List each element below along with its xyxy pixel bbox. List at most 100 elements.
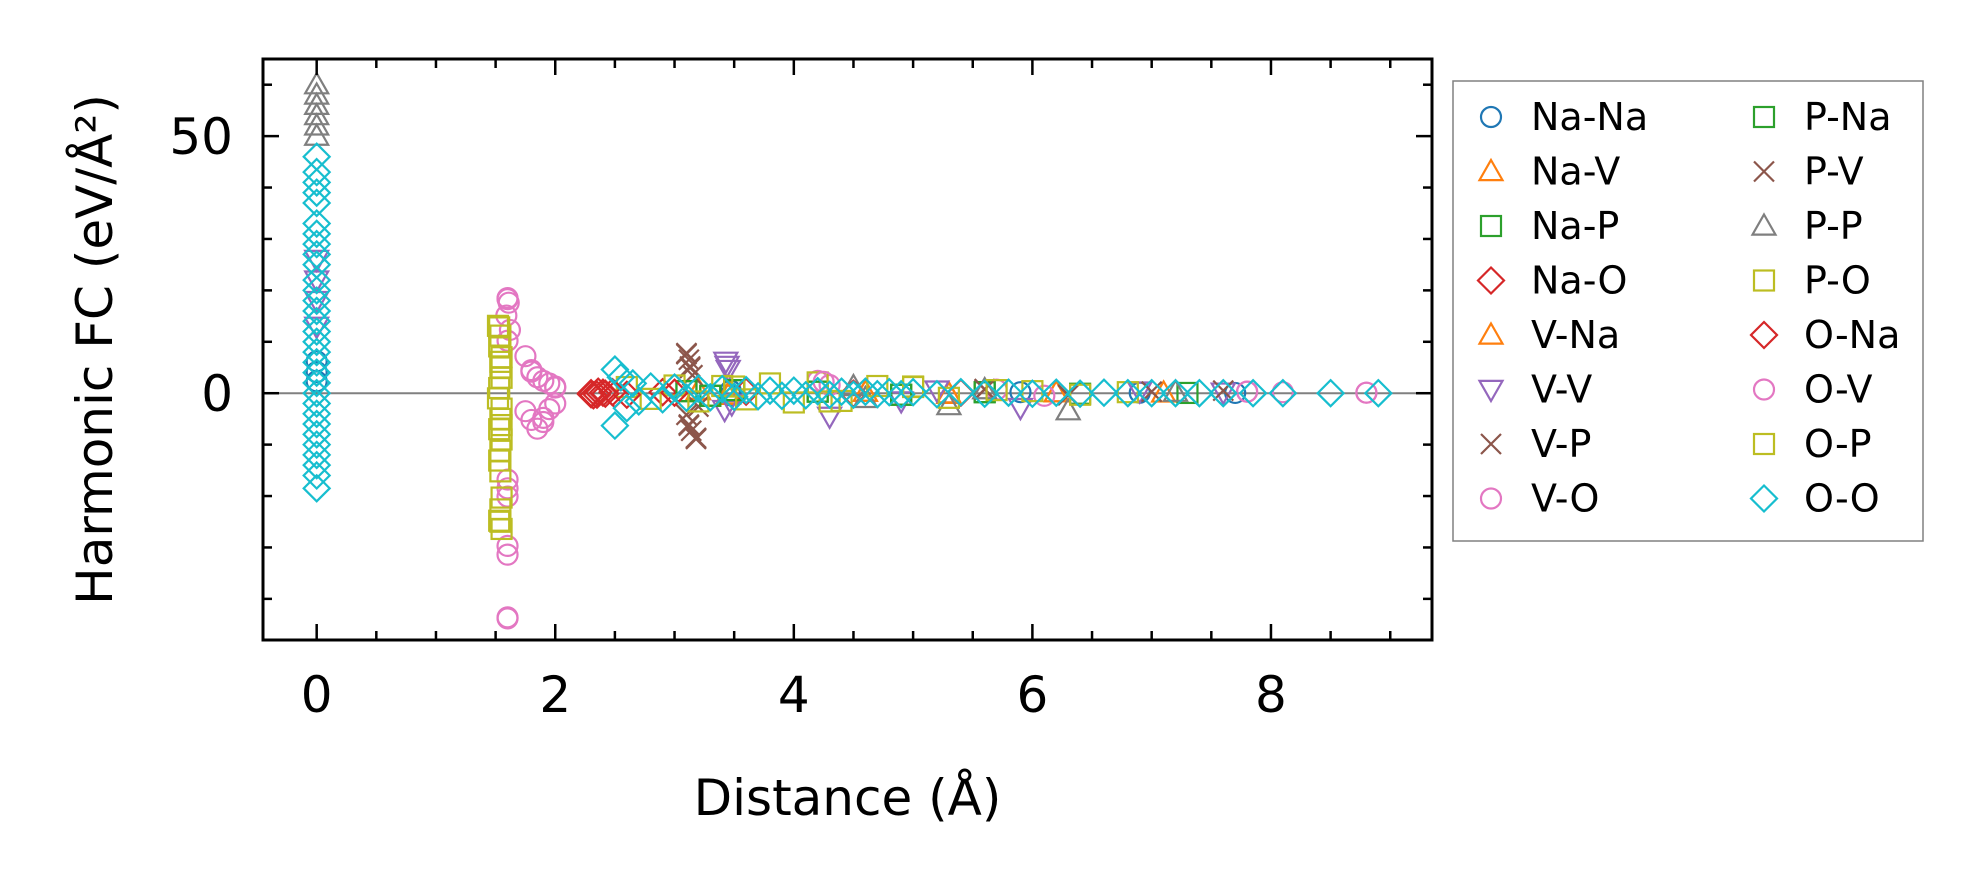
data-point [302, 347, 332, 377]
x-tick-label: 2 [539, 666, 571, 724]
x-tick-label: 8 [1255, 666, 1287, 724]
data-point [671, 383, 702, 413]
data-point [898, 377, 928, 407]
legend-label: P-Na [1804, 95, 1892, 139]
data-point [302, 208, 332, 239]
data-point [993, 378, 1024, 408]
data-point [1009, 381, 1032, 404]
data-point [735, 388, 758, 411]
y-tick-label: 0 [201, 365, 233, 423]
plot-frame [261, 57, 1434, 642]
data-point [496, 606, 519, 629]
data-point [1126, 381, 1154, 405]
legend-label: V-V [1531, 368, 1592, 412]
data-point [1271, 381, 1294, 404]
x-tick-label: 6 [1016, 666, 1048, 724]
data-point [302, 440, 332, 470]
legend-item: Na-O [1476, 259, 1627, 303]
data-point [935, 391, 963, 416]
series-v-v [303, 249, 1237, 431]
x-tick-label: 0 [301, 666, 333, 724]
data-point [973, 378, 996, 401]
data-point [302, 142, 332, 172]
data-point [782, 391, 805, 414]
legend-item: O-V [1752, 368, 1872, 412]
legend-item: Na-V [1477, 150, 1620, 194]
legend-item: O-O [1749, 477, 1880, 521]
data-point [489, 350, 512, 373]
data-point [489, 460, 512, 483]
legend-marker [1479, 214, 1503, 238]
data-point [302, 460, 332, 491]
legend-label: O-V [1804, 368, 1872, 412]
data-point [648, 384, 678, 414]
data-point [514, 345, 537, 368]
data-point [526, 366, 549, 389]
data-point [970, 379, 1000, 409]
data-point [874, 377, 904, 407]
data-point [302, 178, 332, 208]
data-point [1209, 382, 1237, 406]
data-point [1355, 381, 1378, 404]
data-point [1007, 397, 1034, 422]
data-point [590, 379, 620, 409]
data-point [544, 392, 567, 415]
data-point [937, 386, 960, 409]
data-point [1176, 381, 1199, 405]
data-point [851, 378, 879, 402]
data-point [302, 473, 332, 503]
series-o-p [488, 316, 925, 533]
data-point [683, 374, 713, 404]
legend-marker [1480, 433, 1502, 455]
data-point [815, 380, 845, 410]
legend-label: P-V [1804, 150, 1864, 194]
legend-marker [1752, 269, 1776, 292]
data-point [490, 486, 513, 509]
data-point [850, 377, 880, 407]
data-point [532, 410, 555, 434]
data-point [520, 358, 543, 382]
data-point [1041, 378, 1071, 408]
data-point [489, 510, 512, 533]
series-o-o [302, 142, 1393, 503]
data-point [496, 543, 519, 566]
data-point [946, 377, 976, 407]
data-point [544, 375, 567, 398]
data-point [723, 375, 746, 398]
series-p-o [486, 314, 1139, 541]
legend-marker [1752, 378, 1776, 401]
data-point [866, 374, 889, 398]
data-point [675, 343, 698, 365]
data-point [922, 379, 952, 409]
legend-label: Na-Na [1531, 95, 1648, 139]
data-point [488, 316, 511, 339]
legend-item: Na-Na [1479, 95, 1648, 139]
legend-item: O-P [1752, 422, 1872, 466]
data-point [971, 375, 999, 400]
data-point [678, 414, 700, 437]
data-point [679, 355, 701, 378]
data-point [490, 413, 513, 437]
data-point [830, 389, 853, 413]
legend: Na-Na Na-V Na-P Na-O V-Na V-V V-P V-O P-Na P-V P-P… [1452, 80, 1924, 542]
legend-marker [1477, 321, 1505, 345]
data-point [302, 337, 332, 367]
data-point [1017, 379, 1047, 409]
legend-label: V-O [1531, 477, 1599, 521]
data-point [1184, 378, 1214, 408]
data-point [303, 270, 331, 294]
legend-box [1452, 80, 1924, 542]
data-point [1162, 378, 1189, 402]
data-point [838, 380, 869, 410]
legend-item: V-O [1479, 477, 1599, 521]
data-point [1208, 378, 1238, 408]
legend-marker [1750, 212, 1778, 236]
data-point [1113, 378, 1143, 408]
data-point [639, 387, 662, 410]
legend-marker [1477, 157, 1505, 182]
legend-item: O-Na [1749, 313, 1900, 357]
series-o-v [496, 288, 1378, 629]
data-point [302, 275, 332, 305]
data-point [305, 361, 328, 384]
data-point [612, 393, 642, 423]
